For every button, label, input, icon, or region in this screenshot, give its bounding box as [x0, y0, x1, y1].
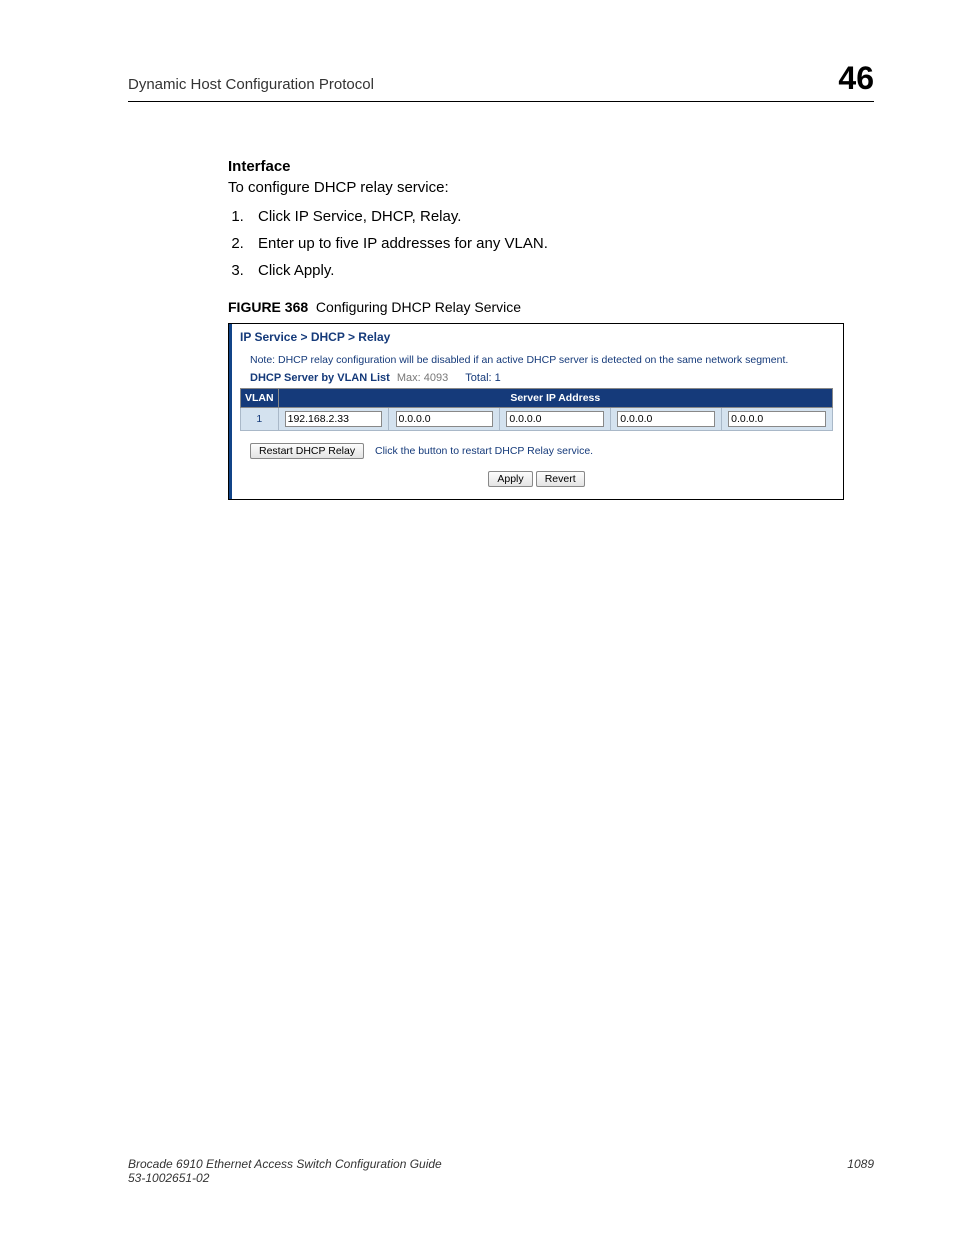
col-vlan: VLAN [241, 389, 279, 408]
page-header-title: Dynamic Host Configuration Protocol [128, 76, 374, 93]
server-ip-input-1[interactable] [285, 411, 383, 427]
server-ip-input-3[interactable] [506, 411, 604, 427]
restart-dhcp-relay-button[interactable]: Restart DHCP Relay [250, 443, 364, 459]
page-footer: Brocade 6910 Ethernet Access Switch Conf… [128, 1157, 874, 1185]
step-1: Click IP Service, DHCP, Relay. [248, 208, 844, 225]
figure-caption: FIGURE 368 Configuring DHCP Relay Servic… [228, 299, 844, 315]
chapter-number: 46 [838, 60, 874, 97]
dhcp-server-table: VLAN Server IP Address 1 [240, 388, 833, 431]
footer-doc-title: Brocade 6910 Ethernet Access Switch Conf… [128, 1157, 442, 1171]
server-ip-input-4[interactable] [617, 411, 715, 427]
table-row: 1 [241, 408, 833, 431]
col-server-ip: Server IP Address [278, 389, 832, 408]
figure-label: FIGURE 368 [228, 299, 308, 315]
footer-page-number: 1089 [847, 1157, 874, 1185]
figure-screenshot: IP Service > DHCP > Relay Note: DHCP rel… [228, 323, 844, 500]
revert-button[interactable]: Revert [536, 471, 585, 487]
section-intro: To configure DHCP relay service: [228, 179, 844, 196]
server-ip-input-5[interactable] [728, 411, 826, 427]
step-3: Click Apply. [248, 262, 844, 279]
footer-doc-id: 53-1002651-02 [128, 1171, 442, 1185]
section-heading: Interface [228, 158, 844, 175]
list-label: DHCP Server by VLAN List Max: 4093 Total… [250, 372, 833, 384]
config-note: Note: DHCP relay configuration will be d… [250, 354, 833, 366]
restart-hint: Click the button to restart DHCP Relay s… [375, 445, 593, 457]
breadcrumb: IP Service > DHCP > Relay [240, 330, 833, 344]
list-max: Max: 4093 [397, 372, 448, 384]
apply-button[interactable]: Apply [488, 471, 532, 487]
step-2: Enter up to five IP addresses for any VL… [248, 235, 844, 252]
server-ip-input-2[interactable] [396, 411, 494, 427]
vlan-id: 1 [241, 408, 279, 431]
figure-title: Configuring DHCP Relay Service [316, 299, 521, 315]
list-label-text: DHCP Server by VLAN List [250, 372, 390, 384]
list-total: Total: 1 [465, 372, 500, 384]
